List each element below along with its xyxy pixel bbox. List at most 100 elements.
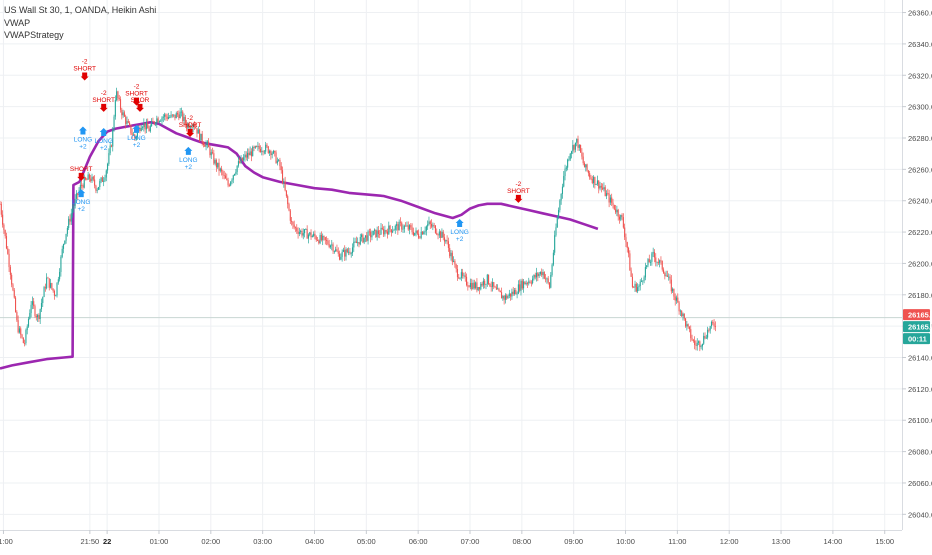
candle-down: [90, 178, 92, 182]
countdown-text: 00:11: [908, 335, 927, 344]
candle-up: [403, 225, 405, 229]
candle-down: [419, 237, 421, 239]
candle-down: [633, 286, 635, 288]
candle-down: [454, 260, 456, 265]
x-tick-label: 11:00: [668, 537, 686, 546]
candle-up: [96, 189, 98, 191]
candle-down: [694, 340, 696, 345]
candle-down: [407, 225, 409, 230]
candle-up: [542, 272, 544, 276]
candle-up: [57, 279, 59, 283]
candle-down: [714, 326, 716, 328]
candle-down: [590, 177, 592, 179]
candle-up: [160, 120, 162, 122]
candle-down: [11, 274, 13, 285]
short-arrow-icon: [186, 128, 195, 137]
candle-up: [616, 209, 618, 213]
candle-down: [390, 229, 392, 233]
candle-down: [227, 179, 229, 186]
candle-down: [270, 150, 272, 156]
candle-up: [236, 165, 238, 172]
candle-down: [612, 202, 614, 205]
candle-down: [82, 185, 84, 188]
candle-up: [107, 163, 109, 171]
x-tick-label: 22: [103, 537, 111, 546]
candle-up: [432, 225, 434, 227]
candle-down: [209, 147, 211, 156]
candle-up: [605, 193, 608, 197]
candle-up: [402, 228, 404, 230]
candle-up: [438, 231, 440, 236]
candle-up: [302, 233, 304, 236]
candle-down: [661, 260, 663, 270]
candle-up: [62, 243, 65, 249]
candle-down: [401, 222, 403, 230]
candle-up: [486, 274, 488, 285]
candle-up: [423, 232, 425, 235]
candle-up: [563, 175, 565, 187]
candle-down: [171, 114, 173, 116]
indicator-vwapstrategy-label[interactable]: VWAPStrategy: [4, 30, 64, 40]
candle-down: [88, 174, 90, 179]
candle-up: [244, 154, 246, 158]
candle-up: [240, 157, 242, 163]
candle-up: [651, 253, 653, 262]
candle-down: [218, 162, 220, 171]
candle-down: [506, 295, 508, 299]
candle-down: [617, 209, 619, 217]
y-tick-label: 26180.0: [908, 291, 932, 300]
candle-up: [408, 225, 411, 230]
candle-up: [235, 171, 237, 174]
candle-up: [420, 231, 422, 238]
candle-up: [56, 282, 58, 296]
symbol-title[interactable]: US Wall St 30, 1, OANDA, Heikin Ashi: [4, 5, 157, 15]
candle-down: [101, 177, 103, 182]
candle-up: [136, 131, 138, 137]
candle-down: [587, 170, 589, 174]
candle-up: [311, 235, 313, 238]
candle-up: [79, 185, 81, 191]
candle-down: [685, 318, 687, 327]
candle-down: [33, 301, 35, 307]
candle-up: [246, 152, 249, 158]
candle-up: [703, 335, 705, 344]
candle-up: [70, 213, 72, 222]
candle-down: [412, 232, 414, 236]
chart-legend[interactable]: US Wall St 30, 1, OANDA, Heikin Ashi VWA…: [4, 4, 156, 42]
candle-up: [620, 214, 622, 220]
candle-down: [34, 306, 36, 316]
candle-up: [643, 277, 645, 281]
candle-down: [92, 176, 94, 180]
candle-up: [43, 287, 45, 298]
candle-down: [455, 264, 457, 269]
y-tick-label: 26260.0: [908, 165, 932, 174]
candle-down: [118, 97, 120, 100]
candle-down: [241, 157, 243, 161]
candle-up: [68, 218, 70, 228]
candle-down: [131, 133, 133, 135]
candle-up: [634, 283, 636, 288]
candle-up: [200, 133, 202, 141]
long-label: LONG: [74, 136, 92, 143]
candle-down: [338, 253, 341, 260]
y-tick-label: 26240.0: [908, 197, 932, 206]
candle-down: [358, 242, 360, 245]
candle-up: [556, 217, 558, 228]
candle-down: [226, 178, 228, 180]
candle-down: [324, 237, 326, 241]
indicator-vwap-label[interactable]: VWAP: [4, 17, 31, 28]
candle-up: [237, 161, 240, 166]
candle-up: [135, 136, 137, 139]
candle-down: [178, 114, 180, 119]
short-arrow-icon: [99, 103, 108, 112]
candle-down: [285, 190, 287, 197]
x-tick-label: 05:00: [357, 537, 376, 546]
candle-down: [275, 152, 277, 164]
candle-up: [66, 227, 68, 234]
candle-up: [392, 230, 394, 233]
candle-up: [525, 283, 527, 285]
long-qty: +2: [133, 142, 141, 149]
